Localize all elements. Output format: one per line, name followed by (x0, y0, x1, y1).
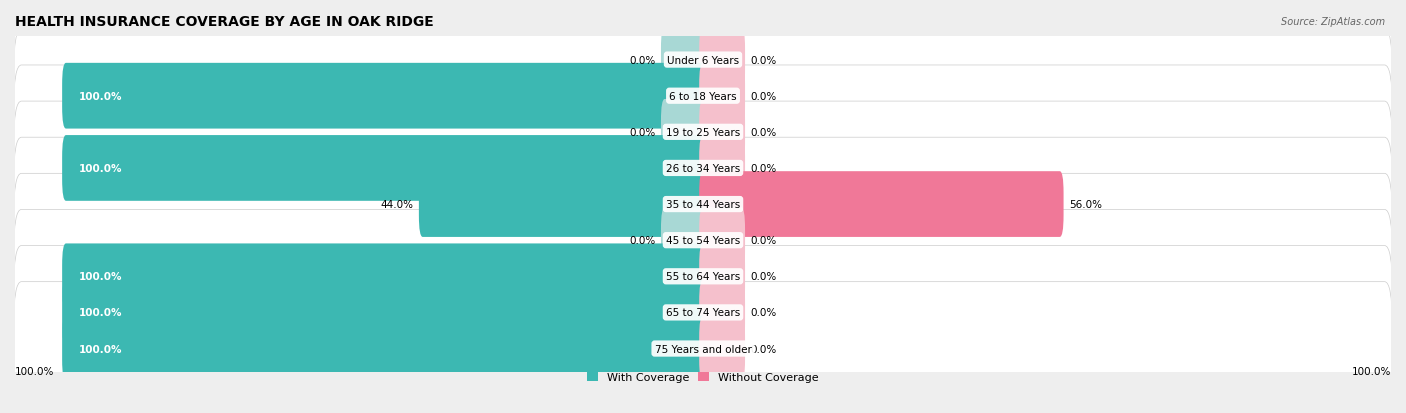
Text: 45 to 54 Years: 45 to 54 Years (666, 235, 740, 246)
FancyBboxPatch shape (661, 208, 707, 273)
Legend: With Coverage, Without Coverage: With Coverage, Without Coverage (582, 368, 824, 387)
FancyBboxPatch shape (661, 28, 707, 93)
FancyBboxPatch shape (14, 282, 1392, 413)
FancyBboxPatch shape (699, 136, 745, 201)
FancyBboxPatch shape (699, 28, 745, 93)
Text: 44.0%: 44.0% (380, 199, 413, 209)
Text: 35 to 44 Years: 35 to 44 Years (666, 199, 740, 209)
Text: 55 to 64 Years: 55 to 64 Years (666, 272, 740, 282)
Text: 100.0%: 100.0% (1351, 366, 1391, 376)
Text: 19 to 25 Years: 19 to 25 Years (666, 128, 740, 138)
Text: 0.0%: 0.0% (751, 128, 778, 138)
FancyBboxPatch shape (62, 280, 707, 345)
Text: 100.0%: 100.0% (79, 92, 122, 102)
Text: 65 to 74 Years: 65 to 74 Years (666, 308, 740, 318)
FancyBboxPatch shape (699, 208, 745, 273)
FancyBboxPatch shape (14, 246, 1392, 380)
Text: 56.0%: 56.0% (1070, 199, 1102, 209)
Text: 0.0%: 0.0% (751, 92, 778, 102)
Text: 100.0%: 100.0% (79, 272, 122, 282)
FancyBboxPatch shape (62, 244, 707, 309)
FancyBboxPatch shape (699, 172, 1063, 237)
Text: 0.0%: 0.0% (751, 272, 778, 282)
Text: 0.0%: 0.0% (628, 55, 655, 65)
FancyBboxPatch shape (699, 64, 745, 129)
FancyBboxPatch shape (699, 244, 745, 309)
FancyBboxPatch shape (14, 102, 1392, 235)
Text: 100.0%: 100.0% (79, 344, 122, 354)
FancyBboxPatch shape (62, 136, 707, 201)
Text: 0.0%: 0.0% (751, 164, 778, 173)
Text: 6 to 18 Years: 6 to 18 Years (669, 92, 737, 102)
Text: Under 6 Years: Under 6 Years (666, 55, 740, 65)
Text: 100.0%: 100.0% (79, 164, 122, 173)
Text: 100.0%: 100.0% (79, 308, 122, 318)
FancyBboxPatch shape (14, 138, 1392, 271)
Text: 0.0%: 0.0% (628, 235, 655, 246)
Text: 0.0%: 0.0% (751, 235, 778, 246)
FancyBboxPatch shape (419, 172, 707, 237)
Text: 0.0%: 0.0% (751, 55, 778, 65)
FancyBboxPatch shape (699, 316, 745, 382)
FancyBboxPatch shape (699, 280, 745, 345)
Text: 0.0%: 0.0% (628, 128, 655, 138)
Text: 100.0%: 100.0% (15, 366, 55, 376)
FancyBboxPatch shape (14, 66, 1392, 199)
FancyBboxPatch shape (62, 64, 707, 129)
FancyBboxPatch shape (14, 210, 1392, 343)
Text: 26 to 34 Years: 26 to 34 Years (666, 164, 740, 173)
Text: 75 Years and older: 75 Years and older (655, 344, 751, 354)
FancyBboxPatch shape (661, 100, 707, 165)
Text: 0.0%: 0.0% (751, 344, 778, 354)
Text: Source: ZipAtlas.com: Source: ZipAtlas.com (1281, 17, 1385, 26)
FancyBboxPatch shape (14, 0, 1392, 127)
Text: HEALTH INSURANCE COVERAGE BY AGE IN OAK RIDGE: HEALTH INSURANCE COVERAGE BY AGE IN OAK … (15, 15, 433, 29)
FancyBboxPatch shape (14, 30, 1392, 163)
FancyBboxPatch shape (14, 174, 1392, 307)
FancyBboxPatch shape (62, 316, 707, 382)
Text: 0.0%: 0.0% (751, 308, 778, 318)
FancyBboxPatch shape (699, 100, 745, 165)
